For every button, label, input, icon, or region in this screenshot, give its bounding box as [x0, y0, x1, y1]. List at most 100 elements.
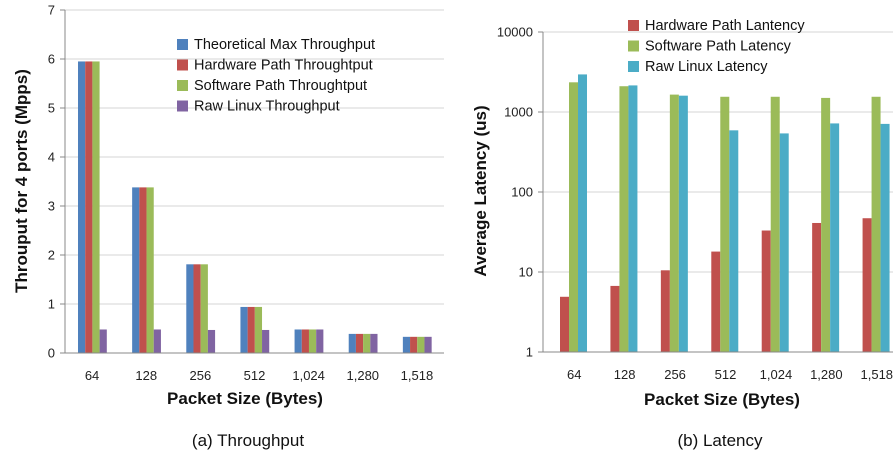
- a-bar-raw-linux-throughput-512: [262, 329, 270, 353]
- a-legend-swatch-raw-linux-throughput: [177, 100, 188, 112]
- b-bar-software-path-latency-64: [569, 82, 578, 352]
- a-bar-hardware-path-throughtput-1-024: [301, 329, 309, 353]
- a-bar-theoretical-max-throughput-256: [186, 264, 194, 353]
- throughput-caption: (a) Throughput: [192, 431, 304, 450]
- throughput-chart: 0 1 2 3 4 5 6 7 64 128 256 512 1,024 1,280 1,518 Throu…: [12, 3, 444, 450]
- latency-caption: (b) Latency: [677, 431, 763, 450]
- latency-bars: [560, 74, 890, 353]
- b-legend-swatch-hardware-path-lantency: [628, 20, 639, 31]
- b-bar-software-path-latency-128: [619, 86, 629, 352]
- throughput-y-axis-title: Throuput for 4 ports (Mpps): [12, 69, 31, 293]
- throughput-tick-labels: 0 1 2 3 4 5 6 7 64 128 256 512 1,024 1,280 1,518: [48, 3, 433, 384]
- b-legend-label-hardware-path-lantency: Hardware Path Lantency: [645, 18, 805, 34]
- throughput-legend: Theoretical Max Throughput Hardware Path …: [177, 37, 375, 115]
- a-bar-theoretical-max-throughput-1-518: [402, 336, 411, 353]
- a-y-tick-label: 1: [48, 297, 55, 312]
- a-bar-theoretical-max-throughput-512: [240, 306, 248, 353]
- a-legend-label-hardware-path-throughtput: Hardware Path Throughtput: [194, 58, 373, 74]
- a-y-tick-label: 7: [48, 3, 55, 18]
- a-bar-software-path-throughtput-512: [254, 306, 263, 353]
- b-bar-raw-linux-latency-256: [678, 95, 688, 352]
- a-bar-raw-linux-throughput-1-024: [316, 329, 324, 353]
- latency-y-axis-title: Average Latency (us): [471, 105, 490, 276]
- b-legend-swatch-raw-linux-latency: [628, 61, 639, 72]
- b-bar-raw-linux-latency-512: [729, 130, 739, 352]
- a-bar-software-path-throughtput-1-280: [363, 333, 371, 353]
- b-x-tick-label: 512: [715, 367, 737, 382]
- b-bar-hardware-path-lantency-1-280: [812, 222, 822, 352]
- b-x-tick-label: 1,024: [760, 367, 793, 382]
- b-bar-software-path-latency-1-280: [821, 97, 831, 353]
- b-bar-hardware-path-lantency-1-024: [761, 230, 771, 352]
- b-bar-raw-linux-latency-1-518: [880, 123, 890, 353]
- a-y-tick-label: 6: [48, 52, 55, 67]
- a-bar-raw-linux-throughput-64: [99, 329, 107, 353]
- a-x-tick-label: 1,024: [292, 368, 325, 383]
- latency-x-axis-title: Packet Size (Bytes): [644, 390, 800, 409]
- b-y-tick-label: 1000: [504, 105, 533, 120]
- a-bar-raw-linux-throughput-1-280: [370, 333, 378, 353]
- a-y-tick-label: 4: [48, 150, 55, 165]
- a-x-tick-label: 128: [135, 368, 157, 383]
- a-y-tick-label: 5: [48, 101, 55, 116]
- a-bar-raw-linux-throughput-256: [207, 329, 216, 353]
- a-legend-swatch-hardware-path-throughtput: [177, 59, 188, 71]
- a-bar-theoretical-max-throughput-1-280: [348, 333, 356, 353]
- b-bar-raw-linux-latency-1-280: [830, 123, 840, 353]
- b-x-tick-label: 1,518: [861, 367, 893, 382]
- b-x-tick-label: 64: [567, 367, 581, 382]
- a-bar-software-path-throughtput-64: [92, 61, 100, 353]
- a-bar-hardware-path-throughtput-1-518: [410, 336, 418, 353]
- b-bar-raw-linux-latency-1-024: [779, 133, 789, 352]
- b-bar-hardware-path-lantency-64: [560, 296, 569, 352]
- b-bar-software-path-latency-256: [669, 94, 679, 352]
- b-bar-hardware-path-lantency-1-518: [862, 218, 872, 352]
- throughput-axes: [60, 9, 444, 354]
- b-y-tick-label: 10: [519, 265, 533, 280]
- a-bar-software-path-throughtput-256: [200, 264, 208, 353]
- throughput-gridlines: [65, 9, 444, 354]
- b-legend-label-software-path-latency: Software Path Latency: [645, 39, 792, 55]
- b-bar-hardware-path-lantency-128: [610, 285, 620, 352]
- a-legend-label-raw-linux-throughput: Raw Linux Throughput: [194, 99, 340, 115]
- a-bar-raw-linux-throughput-1-518: [424, 336, 432, 353]
- a-bar-hardware-path-throughtput-256: [193, 264, 201, 353]
- latency-legend: Hardware Path Lantency Software Path Late…: [628, 18, 805, 75]
- a-legend-label-theoretical-max-throughput: Theoretical Max Throughput: [194, 37, 375, 53]
- throughput-x-axis-title: Packet Size (Bytes): [167, 389, 323, 408]
- b-bar-raw-linux-latency-64: [578, 74, 587, 352]
- b-bar-software-path-latency-1-024: [770, 96, 780, 352]
- b-bar-hardware-path-lantency-512: [711, 251, 721, 352]
- latency-chart: 1 10 100 1000 10000 64 128 256 512 1,024 1,280 1,51…: [471, 18, 893, 450]
- b-legend-label-raw-linux-latency: Raw Linux Latency: [645, 59, 768, 75]
- b-y-tick-label: 10000: [497, 25, 533, 40]
- latency-axes: [538, 31, 893, 353]
- a-bar-hardware-path-throughtput-1-280: [355, 333, 364, 353]
- a-bar-theoretical-max-throughput-128: [132, 187, 140, 353]
- a-x-tick-label: 256: [190, 368, 212, 383]
- b-legend-swatch-software-path-latency: [628, 40, 639, 52]
- a-legend-swatch-software-path-throughtput: [177, 80, 188, 91]
- b-y-tick-label: 1: [526, 345, 533, 360]
- a-y-tick-label: 0: [48, 346, 55, 361]
- b-x-tick-label: 1,280: [810, 367, 843, 382]
- b-y-tick-label: 100: [511, 185, 533, 200]
- throughput-bars: [78, 61, 432, 353]
- a-x-tick-label: 512: [244, 368, 266, 383]
- a-bar-theoretical-max-throughput-1-024: [294, 329, 302, 353]
- a-x-tick-label: 1,280: [347, 368, 380, 383]
- a-bar-software-path-throughtput-1-024: [308, 329, 317, 353]
- a-bar-theoretical-max-throughput-64: [78, 61, 86, 353]
- a-legend-swatch-theoretical-max-throughput: [177, 39, 188, 50]
- a-y-tick-label: 2: [48, 248, 55, 263]
- a-bar-hardware-path-throughtput-64: [85, 61, 93, 353]
- b-bar-raw-linux-latency-128: [628, 85, 638, 353]
- latency-tick-labels: 1 10 100 1000 10000 64 128 256 512 1,024 1,280 1,51…: [497, 25, 893, 383]
- b-x-tick-label: 256: [664, 367, 686, 382]
- a-y-tick-label: 3: [48, 199, 55, 214]
- a-bar-hardware-path-throughtput-128: [139, 187, 147, 353]
- a-bar-raw-linux-throughput-128: [153, 329, 161, 353]
- b-bar-hardware-path-lantency-256: [660, 270, 670, 352]
- b-bar-software-path-latency-1-518: [871, 96, 881, 352]
